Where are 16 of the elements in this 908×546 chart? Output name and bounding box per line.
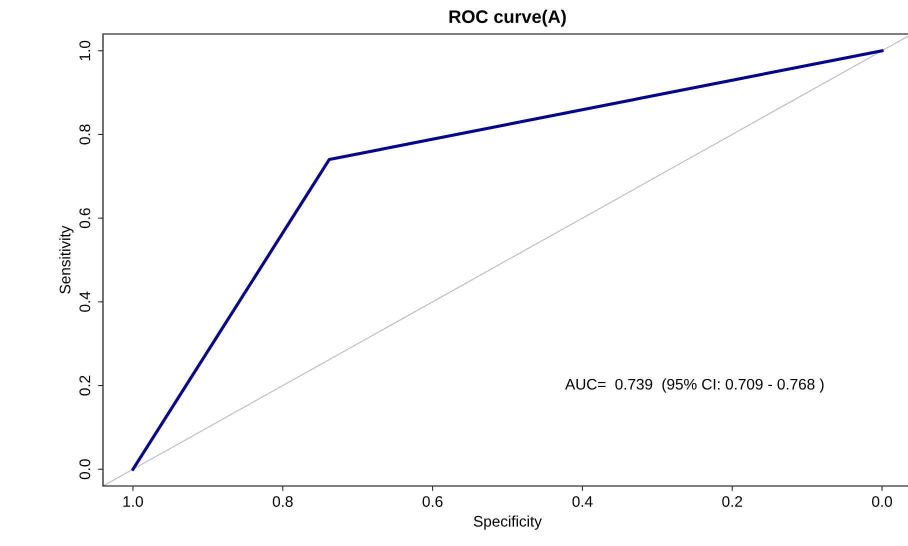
x-tick-label: 0.4	[572, 496, 593, 507]
y-tick-label: 0.0	[79, 459, 90, 480]
x-tick-label: 0.8	[272, 496, 293, 507]
x-axis-title: Specificity	[474, 516, 542, 530]
x-tick-label: 0.0	[872, 496, 892, 507]
y-tick-label: 0.6	[79, 208, 90, 228]
x-tick-label: 0.6	[422, 496, 443, 507]
y-tick-label: 0.4	[79, 292, 90, 312]
annotation: AUC= 0.739 (95% CI: 0.709 - 0.768 )	[565, 378, 824, 393]
y-tick-label: 1.0	[79, 40, 90, 60]
x-tick-label: 1.0	[124, 496, 143, 507]
x-tick-label: 0.2	[722, 496, 742, 507]
chart-title: ROC curve(A)	[450, 10, 566, 27]
y-tick-label: 0.2	[79, 376, 90, 396]
y-axis-title: Sensitivity	[59, 226, 74, 294]
y-tick-label: 0.8	[79, 124, 90, 144]
